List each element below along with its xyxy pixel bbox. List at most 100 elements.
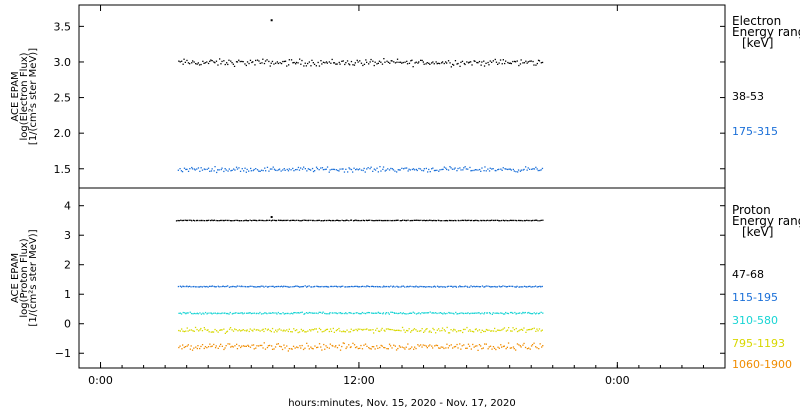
data-point: [399, 346, 401, 348]
x-tick-label: 0:00: [88, 374, 113, 387]
data-point: [262, 347, 264, 349]
data-point: [372, 170, 374, 172]
data-point: [470, 170, 472, 172]
data-point: [350, 60, 353, 63]
data-point: [306, 170, 308, 172]
data-point: [182, 344, 184, 346]
data-point: [357, 61, 359, 63]
data-point: [252, 219, 254, 221]
data-point: [284, 285, 286, 288]
data-point: [450, 344, 452, 346]
data-point: [310, 219, 312, 221]
data-point: [227, 63, 229, 66]
data-point: [456, 313, 458, 315]
data-point: [350, 346, 352, 348]
data-point: [504, 285, 506, 287]
data-point: [415, 285, 417, 287]
data-point: [518, 312, 520, 314]
data-point: [218, 169, 220, 171]
data-point: [434, 286, 437, 288]
data-point: [389, 328, 392, 331]
data-point: [276, 169, 278, 172]
data-point: [344, 312, 346, 315]
data-point: [251, 220, 253, 222]
data-point: [474, 328, 477, 331]
data-point: [343, 171, 346, 173]
data-point: [220, 312, 222, 315]
data-point: [396, 219, 398, 221]
data-point: [437, 62, 439, 64]
data-point: [207, 346, 210, 348]
data-point: [494, 312, 496, 314]
data-point: [512, 327, 514, 329]
data-point: [423, 219, 425, 221]
data-point: [523, 285, 526, 287]
data-point: [436, 344, 439, 347]
data-point: [508, 220, 510, 222]
data-point: [197, 62, 199, 64]
data-point: [446, 312, 448, 315]
data-point: [231, 329, 233, 331]
data-point: [311, 328, 313, 331]
data-point: [376, 285, 378, 288]
data-point: [178, 329, 180, 332]
data-point: [435, 61, 437, 63]
data-point: [214, 347, 217, 349]
y-tick-label: 3: [64, 229, 71, 242]
data-point: [530, 60, 532, 62]
data-point: [446, 62, 448, 64]
data-point: [227, 170, 229, 172]
data-point: [320, 329, 322, 331]
data-point: [363, 312, 365, 314]
data-point: [306, 219, 308, 222]
data-point: [427, 219, 429, 222]
data-point: [534, 285, 537, 287]
series-47-68: [175, 219, 544, 222]
data-point: [485, 62, 487, 64]
data-point: [260, 219, 262, 222]
data-point: [200, 285, 202, 288]
data-point: [194, 169, 196, 171]
data-point: [510, 219, 512, 222]
data-point: [523, 327, 525, 329]
data-point: [240, 330, 242, 332]
data-point: [425, 167, 427, 170]
data-point: [269, 168, 272, 170]
data-point: [286, 65, 288, 67]
data-point: [338, 170, 340, 172]
data-point: [198, 64, 201, 66]
data-point: [193, 330, 195, 332]
data-point: [413, 219, 415, 221]
data-point: [377, 286, 379, 288]
data-point: [402, 285, 405, 287]
data-point: [204, 286, 206, 288]
data-point: [193, 312, 196, 315]
data-point: [402, 312, 404, 314]
data-point: [387, 328, 389, 330]
data-point: [466, 61, 468, 63]
data-point: [394, 62, 397, 64]
data-point: [254, 286, 256, 288]
data-point: [330, 285, 332, 288]
data-point: [418, 312, 420, 314]
data-point: [386, 348, 388, 350]
data-point: [419, 285, 421, 288]
data-point: [394, 170, 396, 172]
data-point: [452, 286, 454, 288]
data-point: [251, 285, 253, 287]
data-point: [363, 220, 366, 222]
legend-title-line: Energy ranges: [732, 214, 800, 228]
data-point: [239, 220, 241, 222]
data-point: [293, 170, 295, 172]
data-point: [184, 312, 186, 314]
data-point: [177, 169, 179, 171]
data-point: [195, 63, 197, 65]
data-point: [436, 285, 439, 287]
data-point: [273, 168, 276, 170]
data-point: [363, 285, 365, 288]
data-point: [359, 60, 361, 62]
data-point: [461, 286, 463, 288]
data-point: [527, 285, 530, 288]
data-point: [348, 331, 350, 333]
